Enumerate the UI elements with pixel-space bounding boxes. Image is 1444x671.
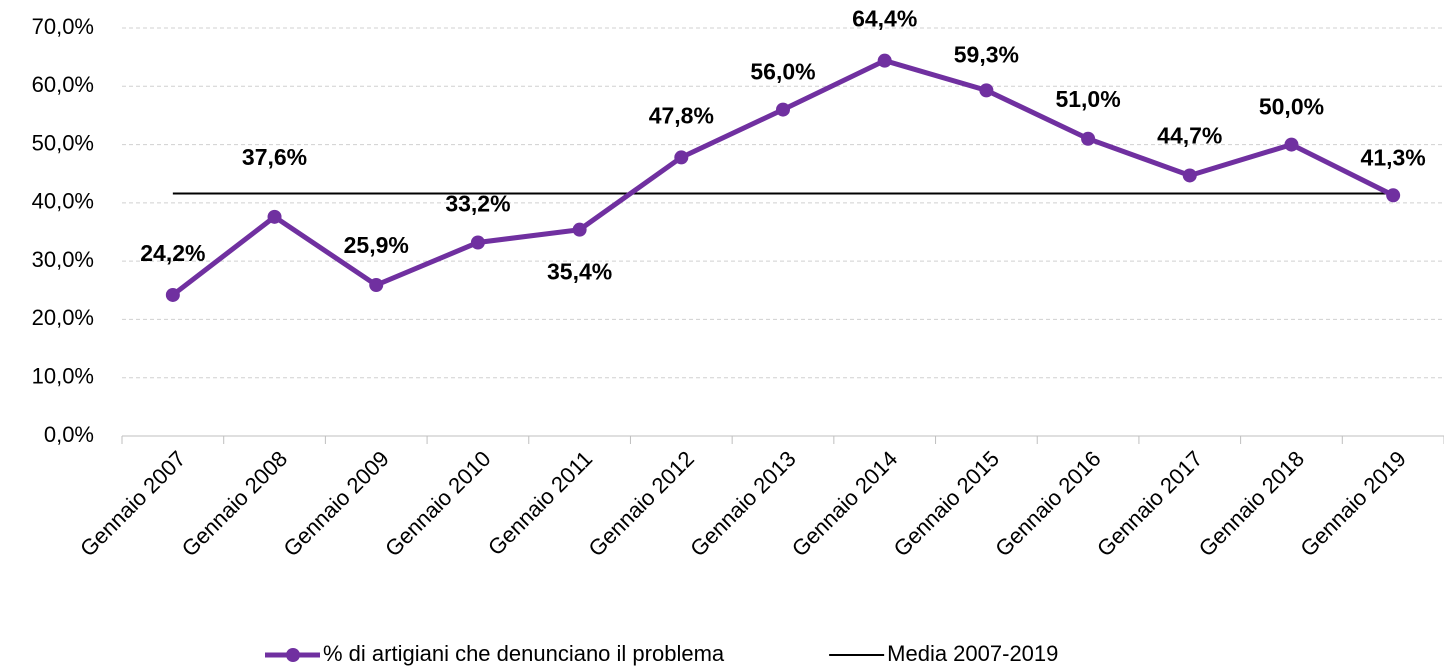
- value-label: 44,7%: [1157, 123, 1222, 149]
- marker: [1182, 168, 1197, 183]
- value-label: 25,9%: [344, 232, 409, 258]
- value-label: 33,2%: [445, 191, 510, 217]
- marker: [979, 83, 994, 98]
- value-label: 64,4%: [852, 6, 917, 32]
- y-tick-label: 60,0%: [32, 72, 94, 97]
- marker: [1081, 131, 1096, 146]
- value-label: 56,0%: [750, 59, 815, 85]
- y-tick-label: 20,0%: [32, 305, 94, 330]
- x-tick-label: Gennaio 2009: [278, 446, 393, 561]
- x-tick-label: Gennaio 2018: [1194, 446, 1309, 561]
- marker: [165, 287, 180, 302]
- marker: [1284, 137, 1299, 152]
- series-line: [171, 57, 1395, 297]
- marker: [572, 222, 587, 237]
- x-tick-label: Gennaio 2012: [584, 446, 699, 561]
- marker: [267, 209, 282, 224]
- y-tick-label: 0,0%: [44, 422, 94, 447]
- legend-marker: [286, 648, 300, 662]
- x-tick-label: Gennaio 2014: [787, 446, 902, 561]
- marker: [776, 102, 790, 117]
- value-label: 35,4%: [547, 259, 612, 285]
- marker: [877, 53, 892, 68]
- x-tick-label: Gennaio 2015: [889, 446, 1004, 561]
- x-tick-label: Gennaio 2007: [75, 446, 190, 561]
- x-tick-label: Gennaio 2013: [685, 446, 800, 561]
- y-tick-label: 30,0%: [32, 247, 94, 272]
- y-tick-label: 10,0%: [32, 364, 94, 389]
- value-label: 51,0%: [1055, 86, 1120, 112]
- x-tick-label: Gennaio 2017: [1092, 446, 1207, 561]
- marker: [369, 278, 384, 293]
- legend-label: % di artigiani che denunciano il problem…: [323, 641, 725, 666]
- y-tick-label: 50,0%: [32, 130, 94, 155]
- x-tick-label: Gennaio 2016: [990, 446, 1105, 561]
- value-label: 47,8%: [649, 102, 714, 128]
- value-label: 50,0%: [1259, 94, 1324, 120]
- marker: [470, 235, 485, 250]
- value-label: 59,3%: [954, 41, 1019, 67]
- marker: [1386, 188, 1401, 203]
- x-tick-label: Gennaio 2011: [483, 446, 597, 560]
- x-tick-label: Gennaio 2019: [1295, 446, 1410, 561]
- y-tick-label: 40,0%: [32, 189, 94, 214]
- y-tick-label: 70,0%: [32, 14, 94, 39]
- marker: [674, 150, 689, 165]
- value-label: 24,2%: [140, 240, 205, 266]
- legend-label: Media 2007-2019: [887, 641, 1058, 666]
- value-label: 41,3%: [1361, 144, 1426, 170]
- x-tick-label: Gennaio 2010: [380, 446, 495, 561]
- value-label: 37,6%: [242, 144, 307, 170]
- x-tick-label: Gennaio 2008: [177, 446, 292, 561]
